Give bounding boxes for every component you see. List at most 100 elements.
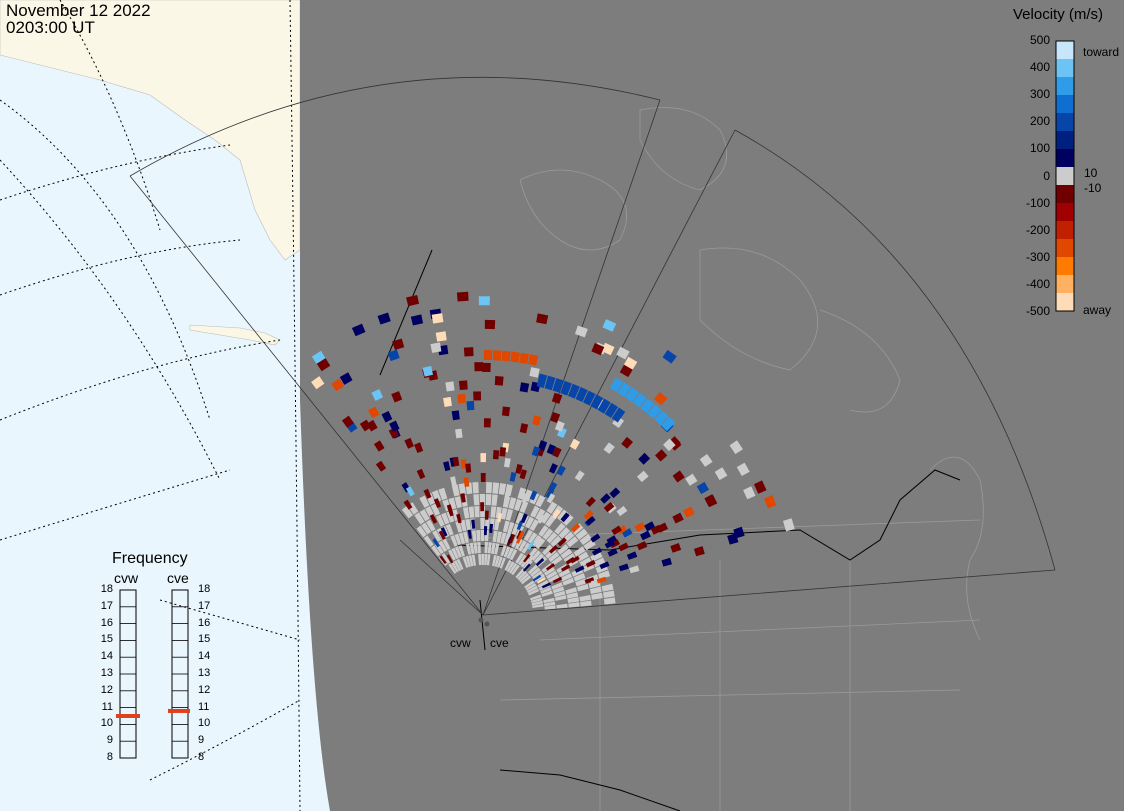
backscatter-cell [377, 312, 391, 325]
backscatter-cell [575, 578, 588, 587]
backscatter-cell [435, 514, 445, 527]
backscatter-cell [504, 559, 512, 571]
backscatter-cell [480, 518, 485, 530]
freq-tick-right: 10 [198, 717, 211, 730]
backscatter-cell [685, 473, 698, 486]
backscatter-cell [520, 557, 530, 568]
backscatter-cell [509, 533, 516, 544]
colorbar-tick-label: 0 [1043, 168, 1050, 183]
backscatter-cell [545, 515, 556, 528]
backscatter-cell [519, 423, 529, 434]
colorbar-tick-label: 200 [1029, 114, 1050, 129]
backscatter-cell [517, 570, 527, 581]
backscatter-cell [487, 542, 492, 554]
backscatter-cell [423, 488, 432, 499]
backscatter-cell [450, 535, 458, 547]
backscatter-cell [560, 573, 573, 582]
backscatter-cell [543, 597, 555, 604]
backscatter-cell [520, 575, 532, 585]
backscatter-cell [585, 559, 596, 568]
backscatter-cell [640, 530, 651, 541]
backscatter-cell [491, 494, 498, 506]
backscatter-cell [514, 498, 523, 511]
backscatter-cell [423, 535, 434, 547]
backscatter-cell [391, 391, 403, 403]
backscatter-cell [634, 521, 646, 532]
backscatter-cell [504, 457, 511, 468]
backscatter-cell [596, 576, 607, 584]
backscatter-cell [471, 554, 477, 566]
backscatter-cell [542, 544, 553, 556]
backscatter-cell [481, 362, 491, 372]
backscatter-cell [431, 313, 444, 324]
backscatter-cell [375, 460, 387, 472]
backscatter-cell [484, 510, 489, 520]
backscatter-cell [580, 600, 592, 607]
backscatter-cell [519, 382, 530, 393]
colorbar-segment [1056, 275, 1074, 294]
backscatter-cell [575, 528, 588, 540]
backscatter-cell [663, 438, 676, 452]
backscatter-cell [497, 512, 503, 523]
backscatter-cell [438, 530, 446, 540]
radar-site-cve: cve [490, 636, 509, 650]
backscatter-cell [481, 554, 485, 566]
backscatter-cell [529, 490, 538, 501]
backscatter-cell [368, 406, 380, 419]
toward-label: toward [1083, 45, 1120, 59]
backscatter-cell [448, 563, 457, 574]
backscatter-cell [590, 394, 604, 410]
backscatter-cell [519, 500, 529, 514]
backscatter-cell [604, 539, 616, 549]
freq-tick-right: 11 [198, 700, 210, 713]
backscatter-cell [530, 594, 542, 601]
colorbar-segment [1056, 221, 1074, 240]
backscatter-cell [542, 528, 554, 540]
backscatter-cell [551, 555, 563, 566]
freq-tick-right: 14 [198, 650, 211, 663]
backscatter-cell [525, 516, 535, 529]
backscatter-cell [603, 442, 615, 454]
backscatter-cell [537, 514, 546, 524]
backscatter-cell [601, 583, 614, 592]
backscatter-cell [550, 411, 561, 423]
backscatter-cell [511, 564, 520, 576]
backscatter-cell [456, 513, 462, 524]
backscatter-cell [339, 372, 353, 385]
radar-site-marker [484, 621, 490, 627]
colorbar-tick-label: -400 [1025, 276, 1050, 291]
backscatter-cell [552, 446, 562, 458]
backscatter-cell [483, 418, 491, 428]
backscatter-cell [602, 319, 617, 332]
freq-marker-cvw [116, 714, 140, 718]
backscatter-cell [570, 523, 581, 533]
backscatter-cell [556, 465, 566, 476]
backscatter-cell [532, 574, 542, 582]
backscatter-cell [502, 520, 510, 533]
backscatter-cell [460, 519, 467, 532]
backscatter-cell [465, 555, 471, 568]
backscatter-cell [569, 438, 581, 450]
backscatter-cell [515, 568, 525, 579]
backscatter-cell [536, 313, 549, 325]
backscatter-cell [359, 419, 372, 432]
backscatter-cell [473, 542, 478, 554]
freq-tick-left: 11 [101, 700, 113, 713]
backscatter-cell [455, 428, 463, 439]
backscatter-cell [480, 530, 485, 542]
backscatter-cell [616, 524, 627, 535]
backscatter-cell [579, 594, 591, 602]
colorbar-segment [1056, 77, 1074, 96]
backscatter-cell [489, 523, 494, 534]
backscatter-cell [492, 350, 502, 361]
backscatter-cell [591, 592, 603, 600]
backscatter-cell [448, 549, 456, 561]
backscatter-cell [474, 506, 480, 518]
backscatter-cell [519, 352, 530, 364]
backscatter-cell [527, 564, 539, 575]
freq-tick-right: 8 [198, 751, 205, 763]
backscatter-cell [445, 523, 454, 536]
backscatter-cell [438, 540, 448, 552]
backscatter-cell [506, 547, 514, 559]
backscatter-cell [445, 381, 455, 392]
